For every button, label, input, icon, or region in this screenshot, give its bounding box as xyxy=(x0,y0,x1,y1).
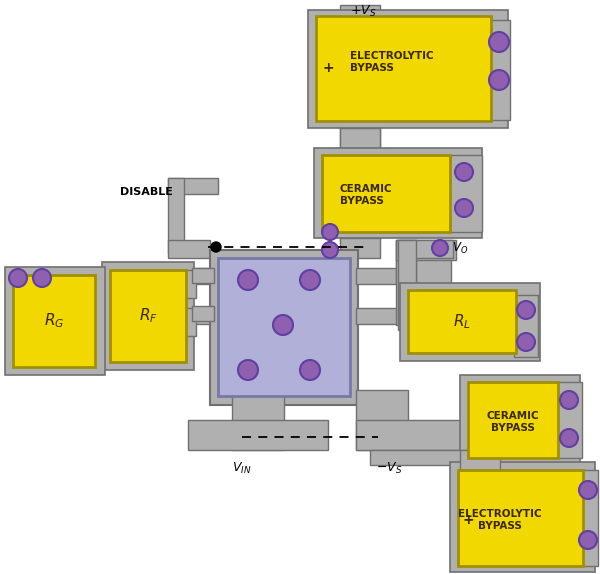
Text: $+V_S$: $+V_S$ xyxy=(350,4,376,19)
Circle shape xyxy=(455,163,473,181)
Text: +: + xyxy=(462,513,473,527)
Circle shape xyxy=(517,333,535,351)
Bar xyxy=(218,258,350,396)
Bar xyxy=(370,450,470,465)
Circle shape xyxy=(432,240,448,256)
Bar xyxy=(488,20,510,120)
Bar xyxy=(178,308,196,336)
Bar xyxy=(400,283,540,361)
Text: $R_G$: $R_G$ xyxy=(44,312,64,331)
Circle shape xyxy=(238,360,258,380)
Bar xyxy=(398,240,416,330)
Text: +: + xyxy=(323,61,335,75)
Bar xyxy=(356,308,401,324)
Bar xyxy=(210,250,358,405)
Circle shape xyxy=(517,301,535,319)
Bar xyxy=(232,390,284,450)
Circle shape xyxy=(489,32,509,52)
Bar xyxy=(556,382,582,458)
Bar xyxy=(330,148,390,163)
Bar xyxy=(168,240,210,258)
Circle shape xyxy=(238,270,258,290)
Bar xyxy=(340,128,380,153)
Circle shape xyxy=(9,269,27,287)
Bar xyxy=(168,178,218,194)
Text: ELECTROLYTIC
BYPASS: ELECTROLYTIC BYPASS xyxy=(458,509,542,531)
Bar xyxy=(340,5,380,240)
Circle shape xyxy=(560,391,578,409)
Circle shape xyxy=(579,531,597,549)
Circle shape xyxy=(300,270,320,290)
Bar xyxy=(340,238,380,258)
Circle shape xyxy=(322,224,338,240)
Bar xyxy=(314,148,482,238)
Bar xyxy=(168,178,184,253)
Bar xyxy=(396,240,451,284)
Text: CERAMIC
BYPASS: CERAMIC BYPASS xyxy=(340,184,392,206)
Bar xyxy=(102,262,194,370)
Text: $R_F$: $R_F$ xyxy=(139,307,157,325)
Bar xyxy=(460,450,500,470)
Bar xyxy=(398,240,453,258)
Text: ELECTROLYTIC
BYPASS: ELECTROLYTIC BYPASS xyxy=(350,51,434,73)
Bar xyxy=(514,295,538,357)
Bar xyxy=(308,10,508,128)
Bar xyxy=(458,470,583,566)
Bar xyxy=(110,270,186,362)
Circle shape xyxy=(579,481,597,499)
Bar xyxy=(468,382,558,458)
Circle shape xyxy=(300,360,320,380)
Bar xyxy=(356,268,401,284)
Circle shape xyxy=(33,269,51,287)
Bar xyxy=(450,155,482,232)
Bar xyxy=(396,240,456,260)
Bar xyxy=(192,268,214,283)
Text: $V_O$: $V_O$ xyxy=(452,241,468,255)
Bar xyxy=(356,390,408,450)
Bar xyxy=(13,275,95,367)
Text: $-V_S$: $-V_S$ xyxy=(376,461,403,476)
Text: $V_{IN}$: $V_{IN}$ xyxy=(232,461,251,476)
Circle shape xyxy=(489,70,509,90)
Bar xyxy=(450,462,595,572)
Bar xyxy=(356,420,496,450)
Bar xyxy=(188,420,328,450)
Circle shape xyxy=(211,242,221,252)
Circle shape xyxy=(273,315,293,335)
Bar xyxy=(192,308,232,324)
Bar xyxy=(578,470,598,566)
Bar xyxy=(460,375,580,465)
Bar xyxy=(178,270,196,298)
Bar xyxy=(408,290,516,353)
Text: DISABLE: DISABLE xyxy=(120,187,173,197)
Bar xyxy=(192,306,214,321)
Bar xyxy=(192,268,232,284)
Text: $R_L$: $R_L$ xyxy=(453,313,471,331)
Text: CERAMIC
BYPASS: CERAMIC BYPASS xyxy=(487,411,539,433)
Bar xyxy=(316,16,491,121)
Circle shape xyxy=(322,242,338,258)
Bar xyxy=(396,240,416,325)
Bar xyxy=(322,155,450,232)
Circle shape xyxy=(560,429,578,447)
Circle shape xyxy=(455,199,473,217)
Bar xyxy=(5,267,105,375)
